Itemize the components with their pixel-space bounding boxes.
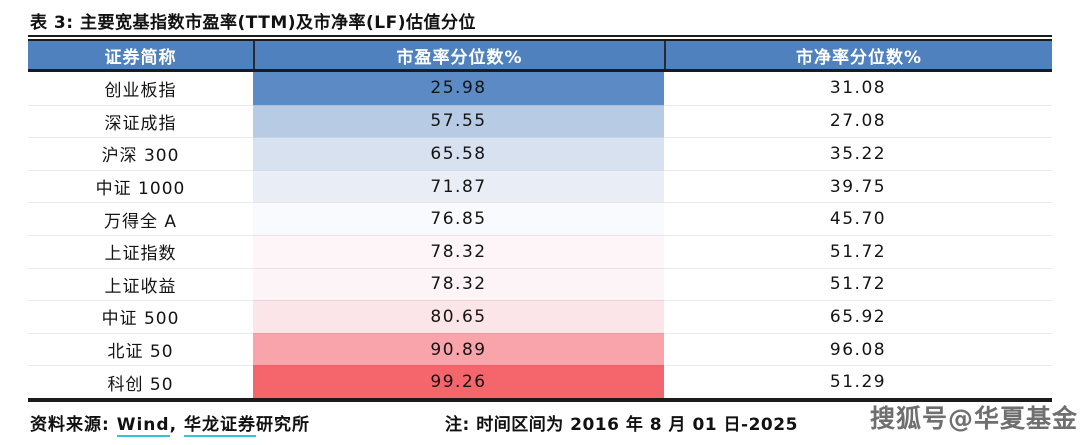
- index-name: 北证 50: [28, 332, 253, 366]
- source-label: 资料来源:: [30, 415, 117, 435]
- pb-percentile-cell: 51.29: [664, 365, 1052, 398]
- source-suffix: 研究所: [255, 415, 310, 435]
- pe-percentile-cell: 57.55: [253, 104, 664, 138]
- index-name: 深证成指: [28, 104, 253, 138]
- header-index-name: 证券简称: [104, 47, 177, 68]
- pe-percentile-cell: 78.32: [253, 267, 664, 301]
- pe-percentile-cell: 65.58: [253, 137, 664, 170]
- table-title: 表 3: 主要宽基指数市盈率(TTM)及市净率(LF)估值分位: [30, 13, 476, 33]
- table-row: 深证成指 57.55 27.08: [28, 104, 1052, 138]
- index-name: 中证 1000: [28, 169, 253, 203]
- table-row: 上证收益 78.32 51.72: [28, 267, 1052, 301]
- table-row: 万得全 A 76.85 45.70: [28, 202, 1052, 235]
- source-separator: ,: [169, 415, 184, 435]
- pe-percentile-cell: 99.26: [253, 365, 664, 398]
- pb-percentile-cell: 27.08: [664, 104, 1052, 138]
- table-row: 科创 50 99.26 51.29: [28, 365, 1052, 398]
- pe-percentile-cell: 78.32: [253, 234, 664, 268]
- pb-percentile-cell: 35.22: [664, 137, 1052, 170]
- index-name: 创业板指: [104, 80, 177, 101]
- wind-link[interactable]: Wind: [116, 415, 170, 437]
- valuation-table: 证券简称 市盈率分位数% 市净率分位数% 创业板指 25.98 31.08 深证…: [28, 39, 1052, 402]
- table-row: 沪深 300 65.58 35.22: [28, 137, 1052, 170]
- index-name: 上证收益: [28, 267, 253, 301]
- table-header-row: 证券简称 市盈率分位数% 市净率分位数%: [28, 39, 1052, 72]
- pb-percentile-cell: 51.72: [664, 234, 1052, 268]
- pb-percentile-cell: 96.08: [664, 332, 1052, 366]
- pb-percentile-cell: 65.92: [664, 300, 1052, 333]
- header-pe-percentile: 市盈率分位数%: [253, 41, 664, 69]
- pb-percentile-cell: 31.08: [829, 78, 887, 99]
- pb-percentile-cell: 39.75: [664, 169, 1052, 203]
- index-name: 万得全 A: [28, 202, 253, 235]
- table-row: 北证 50 90.89 96.08: [28, 332, 1052, 366]
- index-name: 科创 50: [28, 365, 253, 398]
- title-underline: [28, 35, 1052, 37]
- index-name: 中证 500: [28, 300, 253, 333]
- pe-percentile-cell: 76.85: [253, 202, 664, 235]
- pb-percentile-cell: 45.70: [664, 202, 1052, 235]
- pe-percentile-cell: 71.87: [253, 169, 664, 203]
- index-name: 上证指数: [28, 234, 253, 268]
- time-range-note: 注: 时间区间为 2016 年 8 月 01 日-2025: [445, 415, 798, 435]
- hualong-securities-link[interactable]: 华龙证券: [183, 415, 256, 437]
- pb-percentile-cell: 51.72: [664, 267, 1052, 301]
- table-row: 中证 500 80.65 65.92: [28, 300, 1052, 333]
- table-row: 上证指数 78.32 51.72: [28, 234, 1052, 268]
- table-body: 创业板指 25.98 31.08 深证成指 57.55 27.08 沪深 300…: [28, 72, 1052, 402]
- pe-percentile-cell: 80.65: [253, 300, 664, 333]
- data-source-line: 资料来源: Wind, 华龙证券研究所: [30, 410, 310, 437]
- table-row: 创业板指 25.98 31.08: [28, 72, 1052, 105]
- header-pb-percentile: 市净率分位数%: [664, 41, 1052, 69]
- pe-percentile-cell: 90.89: [253, 332, 664, 366]
- table-row: 中证 1000 71.87 39.75: [28, 169, 1052, 203]
- index-name: 沪深 300: [28, 137, 253, 170]
- sohu-account-watermark: 搜狐号@华夏基金: [869, 404, 1078, 433]
- pe-percentile-cell: 25.98: [253, 72, 664, 105]
